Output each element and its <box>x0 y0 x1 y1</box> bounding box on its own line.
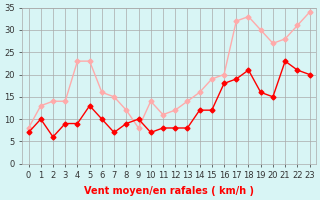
X-axis label: Vent moyen/en rafales ( km/h ): Vent moyen/en rafales ( km/h ) <box>84 186 254 196</box>
